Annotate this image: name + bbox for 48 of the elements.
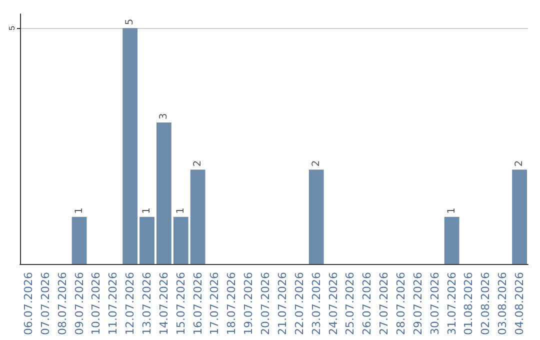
x-tick-label: 27.07.2026 <box>378 272 391 336</box>
data-label: 2 <box>192 160 204 167</box>
x-tick-label: 18.07.2026 <box>225 272 238 336</box>
x-tick-label: 29.07.2026 <box>411 272 424 336</box>
bar <box>444 216 460 264</box>
x-tick-label: 10.07.2026 <box>90 272 103 336</box>
x-tick-label: 30.07.2026 <box>428 272 442 336</box>
x-tick-label: 08.07.2026 <box>56 272 69 336</box>
data-label: 1 <box>142 207 152 214</box>
bar <box>190 170 206 264</box>
x-tick-label: 03.08.2026 <box>496 272 510 336</box>
bar <box>173 216 188 264</box>
x-tick-label: 06.07.2026 <box>22 272 35 336</box>
x-tick-label: 20.07.2026 <box>259 272 272 336</box>
x-tick-label: 09.07.2026 <box>72 272 86 336</box>
x-tick-label: 11.07.2026 <box>106 272 120 336</box>
x-tick-label: 07.07.2026 <box>38 272 52 336</box>
x-tick-label: 02.08.2026 <box>479 272 492 336</box>
bar <box>140 216 154 264</box>
x-tick-label: 16.07.2026 <box>191 272 204 336</box>
bar <box>122 28 138 264</box>
x-tick-label: 15.07.2026 <box>174 272 188 336</box>
data-label: 2 <box>514 160 526 167</box>
data-label: 1 <box>446 207 458 214</box>
x-tick-label: 14.07.2026 <box>157 272 170 336</box>
data-label: 2 <box>310 160 322 167</box>
x-tick-label: 19.07.2026 <box>242 272 256 336</box>
x-tick-label: 01.08.2026 <box>462 272 476 336</box>
bar <box>308 170 324 264</box>
x-tick-label: 23.07.2026 <box>310 272 323 336</box>
x-tick-label: 21.07.2026 <box>276 272 289 336</box>
x-tick-label: 13.07.2026 <box>140 272 154 336</box>
bar <box>72 216 87 264</box>
x-tick-label: 17.07.2026 <box>208 272 222 336</box>
x-tick-label: 12.07.2026 <box>124 272 137 336</box>
x-tick-label: 04.08.2026 <box>513 272 526 336</box>
bar <box>512 170 527 264</box>
data-label: 1 <box>74 207 85 214</box>
data-label: 3 <box>158 113 170 120</box>
data-label: 5 <box>124 18 136 26</box>
x-tick-label: 26.07.2026 <box>360 272 374 336</box>
x-tick-label: 28.07.2026 <box>394 272 408 336</box>
bar <box>156 122 172 264</box>
x-tick-label: 24.07.2026 <box>326 272 340 336</box>
x-tick-label: 31.07.2026 <box>445 272 458 336</box>
x-tick-label: 25.07.2026 <box>344 272 357 336</box>
data-label: 1 <box>175 207 186 214</box>
x-tick-label: 22.07.2026 <box>292 272 306 336</box>
